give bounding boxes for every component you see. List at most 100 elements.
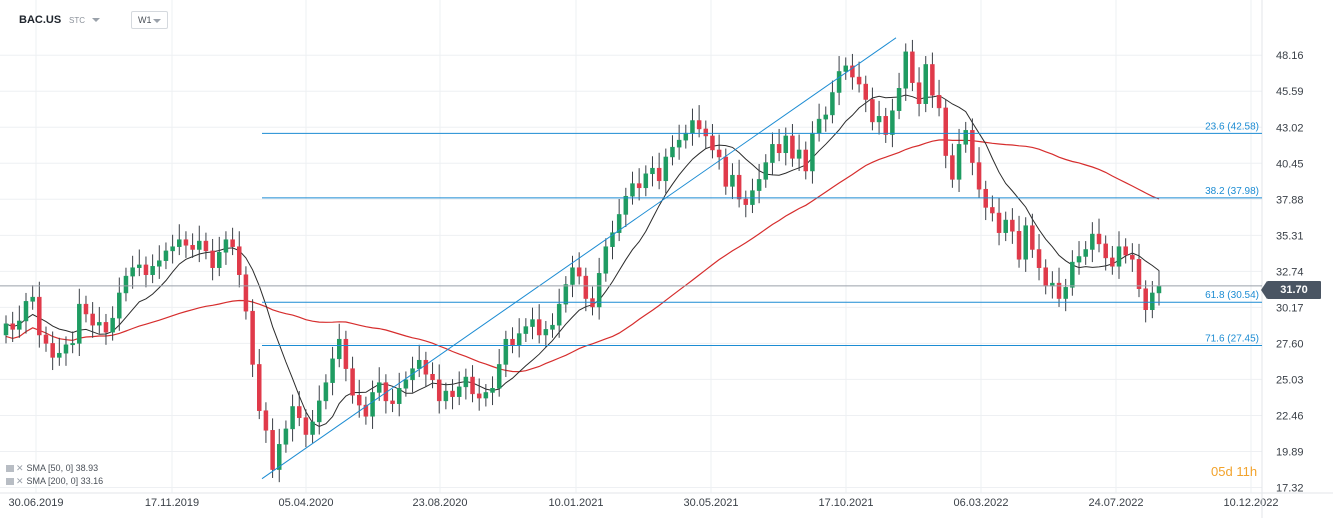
candle-body xyxy=(556,303,562,326)
candle-body xyxy=(963,130,968,145)
y-tick-label: 37.88 xyxy=(1276,194,1304,206)
candle-body xyxy=(563,284,569,305)
candle-body xyxy=(816,118,822,134)
candle-body xyxy=(1063,287,1068,299)
candle-body xyxy=(183,239,189,246)
candle-body xyxy=(803,149,809,172)
x-tick-label: 10.01.2021 xyxy=(548,497,603,509)
candle-body xyxy=(17,320,22,330)
y-tick-label: 45.59 xyxy=(1276,86,1304,98)
candle-body xyxy=(876,116,882,123)
y-tick-label: 48.16 xyxy=(1276,50,1304,62)
candle-body xyxy=(716,149,722,158)
timeframe-select[interactable]: W1 xyxy=(131,11,168,29)
candle-body xyxy=(263,410,269,431)
candle-body xyxy=(250,310,255,365)
candle-body xyxy=(1010,219,1015,232)
candle-body xyxy=(863,83,869,100)
sma50-line xyxy=(5,94,1160,428)
candle-body xyxy=(776,144,782,154)
candle-body xyxy=(1123,246,1128,256)
close-icon[interactable]: ✕ xyxy=(16,476,24,486)
candle-body xyxy=(1156,285,1162,294)
indicator-legend-sma200[interactable]: ✕ SMA [200, 0] 33.16 xyxy=(6,476,103,487)
symbol-label[interactable]: BAC.US xyxy=(19,14,62,26)
chevron-down-icon[interactable] xyxy=(92,18,100,22)
candle-body xyxy=(223,239,229,253)
close-icon[interactable]: ✕ xyxy=(16,463,24,473)
settings-icon[interactable] xyxy=(6,478,14,486)
candle-body xyxy=(50,343,55,358)
candle-body xyxy=(756,179,762,191)
candle-body xyxy=(1023,225,1028,260)
fib-level-label: 23.6 (42.58) xyxy=(1205,121,1259,132)
candle-body xyxy=(123,275,129,294)
candle-body xyxy=(650,167,655,175)
candle-body xyxy=(990,207,995,214)
countdown-hours: 11h xyxy=(1236,464,1258,479)
candle-body xyxy=(576,267,582,277)
y-tick-label: 22.46 xyxy=(1276,410,1304,422)
fib-level-label: 71.6 (27.45) xyxy=(1205,334,1259,345)
candle-body xyxy=(30,296,35,302)
candle-body xyxy=(423,359,429,375)
candle-body xyxy=(90,313,95,326)
candle-body xyxy=(530,319,535,327)
candle-body xyxy=(117,292,122,319)
candle-body xyxy=(496,364,502,389)
candle-body xyxy=(810,132,815,172)
candle-body xyxy=(703,128,709,137)
candle-body xyxy=(516,333,522,346)
candle-body xyxy=(743,198,749,205)
candle-body xyxy=(170,246,175,252)
candle-body xyxy=(1143,288,1148,311)
candle-body xyxy=(97,322,102,326)
candle-body xyxy=(130,267,135,277)
x-tick-label: 17.11.2019 xyxy=(145,497,199,509)
candle-body xyxy=(783,135,789,154)
candle-body xyxy=(1090,233,1095,250)
indicator-legend-sma50[interactable]: ✕ SMA [50, 0] 38.93 xyxy=(6,463,98,474)
y-tick-label: 27.60 xyxy=(1276,338,1304,350)
candle-body xyxy=(1136,259,1142,289)
candle-body xyxy=(1130,254,1135,260)
candle-body xyxy=(343,338,349,369)
x-tick-label: 30.05.2021 xyxy=(683,497,738,509)
candle-body xyxy=(510,338,515,346)
candle-body xyxy=(1036,249,1042,268)
candle-body xyxy=(1003,219,1008,233)
candle-body xyxy=(1076,256,1082,263)
settings-icon[interactable] xyxy=(6,465,14,473)
candle-body xyxy=(683,132,689,141)
candle-body xyxy=(850,65,855,78)
instrument-type-label: STC xyxy=(69,16,85,25)
candle-body xyxy=(1043,267,1048,287)
candle-body xyxy=(443,390,449,402)
y-tick-label: 35.31 xyxy=(1276,230,1304,242)
candle-body xyxy=(923,64,928,104)
candle-body xyxy=(536,319,542,336)
candle-body xyxy=(230,239,235,247)
candle-body xyxy=(1116,246,1122,267)
indicator-label: SMA [50, 0] xyxy=(26,463,74,473)
candle-body xyxy=(476,393,482,399)
fib-level-label: 38.2 (37.98) xyxy=(1205,186,1259,197)
candle-body xyxy=(210,250,215,268)
candle-body xyxy=(570,267,575,285)
x-tick-label: 30.06.2019 xyxy=(8,497,63,509)
candle-body xyxy=(303,417,309,435)
candle-body xyxy=(890,110,895,135)
candle-body xyxy=(763,162,769,180)
candle-body xyxy=(630,183,635,197)
candle-body xyxy=(643,173,649,189)
candle-body xyxy=(796,149,802,159)
y-tick-label: 43.02 xyxy=(1276,122,1304,134)
candle-body xyxy=(270,430,275,470)
y-tick-label: 32.74 xyxy=(1276,266,1304,278)
candle-body xyxy=(470,376,475,395)
candle-body xyxy=(616,214,622,233)
candle-body xyxy=(296,406,302,418)
candle-body xyxy=(723,156,729,187)
candle-body xyxy=(3,323,9,336)
